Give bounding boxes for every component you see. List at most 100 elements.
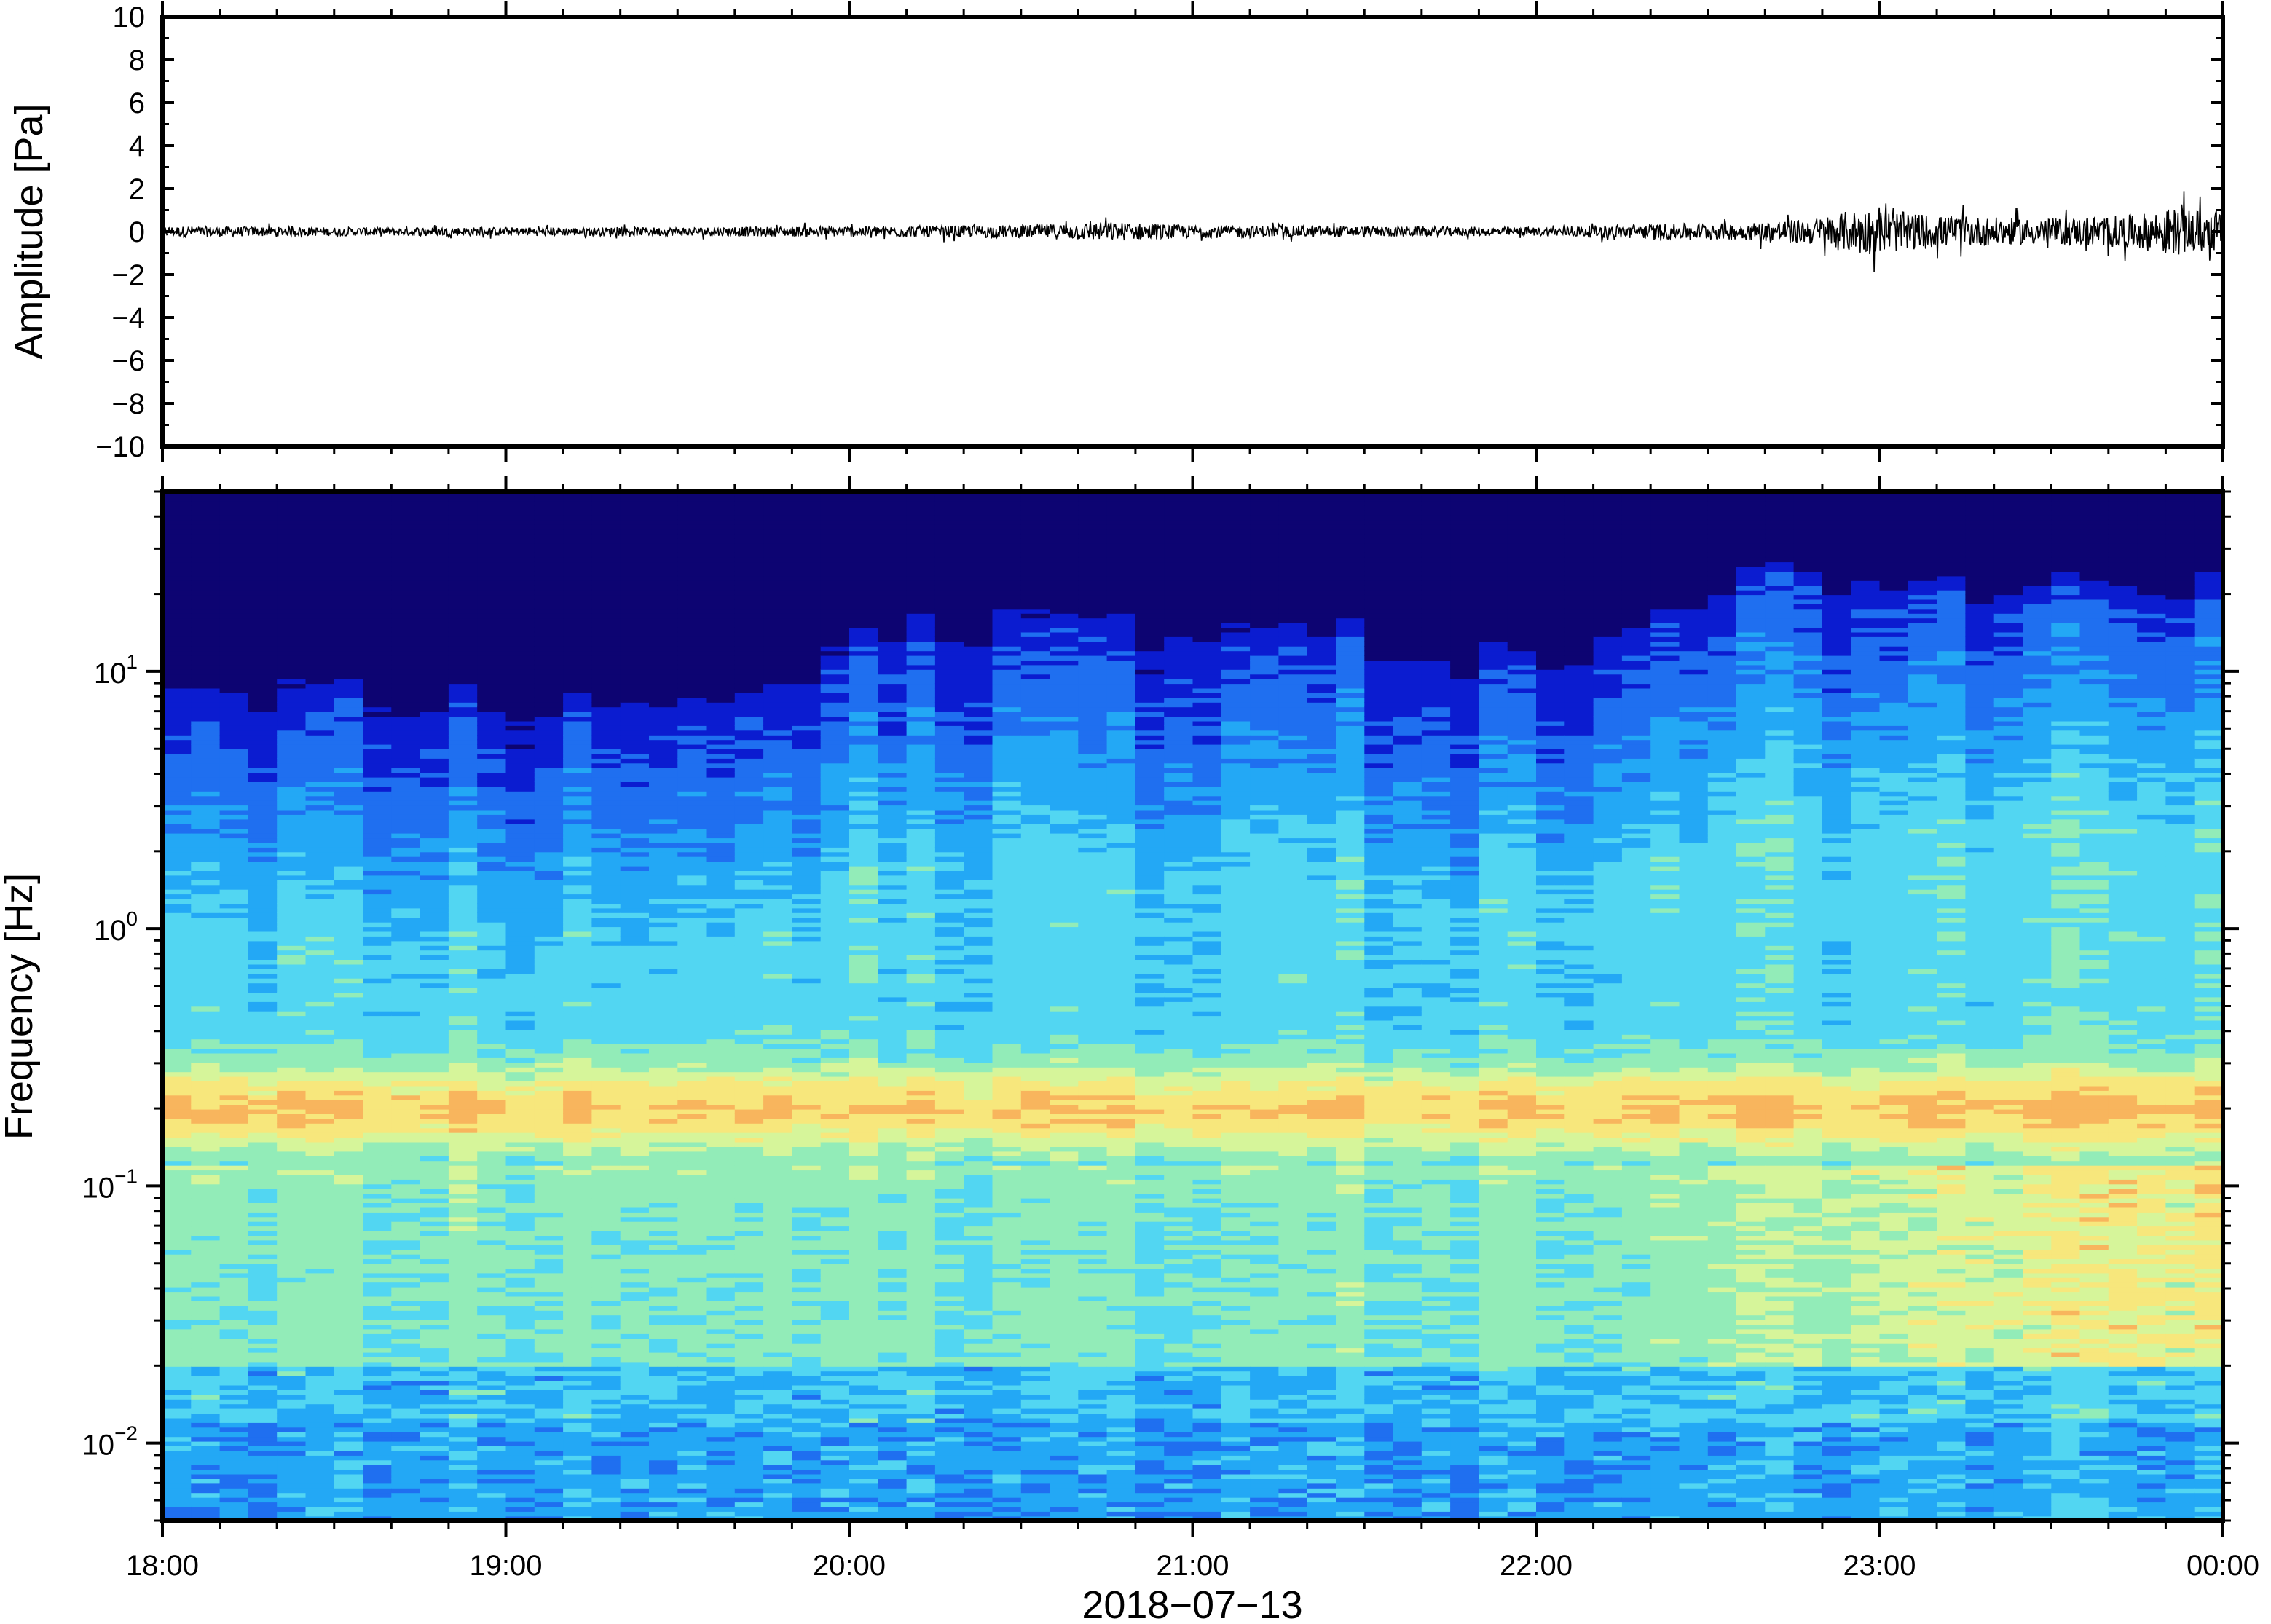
spectrogram-cell xyxy=(505,767,535,773)
spectrogram-cell xyxy=(620,706,650,712)
spectrogram-cell xyxy=(219,996,249,1002)
spectrogram-cell xyxy=(563,1221,593,1227)
spectrogram-cell xyxy=(420,1384,449,1390)
spectrogram-cell xyxy=(563,538,593,544)
spectrogram-cell xyxy=(620,1483,650,1489)
spectrogram-cell xyxy=(191,1043,221,1049)
spectrogram-cell xyxy=(277,758,307,764)
spectrogram-cell xyxy=(563,954,593,960)
spectrogram-cell xyxy=(277,1226,307,1231)
spectrogram-cell xyxy=(620,982,650,988)
spectrogram-cell xyxy=(305,1390,335,1395)
spectrogram-cell xyxy=(363,496,393,502)
spectrogram-cell xyxy=(448,940,478,946)
spectrogram-cell xyxy=(591,500,621,506)
spectrogram-cell xyxy=(591,1440,621,1446)
spectrogram-cell xyxy=(706,1193,736,1199)
spectrogram-cell xyxy=(391,1319,421,1325)
spectrogram-cell xyxy=(248,1193,278,1199)
spectrogram-cell xyxy=(248,613,278,619)
spectrogram-cell xyxy=(563,1450,593,1456)
spectrogram-cell xyxy=(219,1197,249,1203)
spectrogram-cell xyxy=(534,678,564,685)
spectrogram-cell xyxy=(763,875,793,880)
spectrogram-cell xyxy=(248,1151,278,1156)
spectrogram-cell xyxy=(219,851,249,857)
spectrogram-cell xyxy=(620,599,650,604)
spectrogram-cell xyxy=(363,954,393,960)
spectrogram-cell xyxy=(620,566,650,572)
spectrogram-cell xyxy=(191,1141,221,1147)
spectrogram-cell xyxy=(162,880,192,886)
spectrogram-cell xyxy=(734,510,764,516)
spectrogram-cell xyxy=(563,1446,593,1451)
spectrogram-cell xyxy=(219,875,249,880)
spectrogram-cell xyxy=(191,613,221,619)
spectrogram-cell xyxy=(591,646,621,652)
spectrogram-cell xyxy=(734,950,764,955)
spectrogram-cell xyxy=(420,992,449,998)
spectrogram-cell xyxy=(305,631,335,637)
spectrogram-cell xyxy=(591,762,621,768)
spectrogram-cell xyxy=(620,1025,650,1030)
spectrogram-cell xyxy=(219,1380,249,1386)
spectrogram-cell xyxy=(763,739,793,745)
spectrogram-cell xyxy=(649,1216,679,1222)
spectrogram-cell xyxy=(420,1100,449,1105)
spectrogram-cell xyxy=(363,1085,393,1091)
spectrogram-cell xyxy=(505,1029,535,1035)
spectrogram-cell xyxy=(391,1286,421,1293)
spectrogram-cell xyxy=(334,1263,363,1269)
spectrogram-cell xyxy=(420,720,449,726)
spectrogram-cell xyxy=(191,618,221,623)
spectrogram-cell xyxy=(162,561,192,567)
spectrogram-cell xyxy=(363,1104,393,1110)
spectrogram-cell xyxy=(162,735,192,741)
spectrogram-cell xyxy=(305,496,335,502)
spectrogram-cell xyxy=(734,627,764,633)
spectrogram-cell xyxy=(649,631,679,637)
spectrogram-cell xyxy=(305,1197,335,1203)
spectrogram-cell xyxy=(277,556,307,563)
spectrogram-cell xyxy=(763,1057,793,1063)
spectrogram-cell xyxy=(191,1440,221,1446)
spectrogram-cell xyxy=(448,1352,478,1357)
spectrogram-cell xyxy=(620,880,650,886)
spectrogram-cell xyxy=(649,880,679,886)
spectrogram-cell xyxy=(649,917,679,923)
spectrogram-cell xyxy=(706,1235,736,1241)
spectrogram-cell xyxy=(505,618,535,623)
spectrogram-cell xyxy=(363,1450,393,1456)
spectrogram-cell xyxy=(248,1263,278,1269)
spectrogram-cell xyxy=(448,636,478,642)
spectrogram-cell xyxy=(248,762,278,768)
spectrogram-cell xyxy=(363,791,393,797)
spectrogram-cell xyxy=(534,627,564,633)
spectrogram-cell xyxy=(763,1081,793,1087)
spectrogram-cell xyxy=(763,1427,793,1432)
spectrogram-cell xyxy=(677,851,707,857)
spectrogram-cell xyxy=(305,1052,335,1058)
spectrogram-cell xyxy=(620,847,650,853)
spectrogram-cell xyxy=(505,660,535,666)
spectrogram-cell xyxy=(248,496,278,502)
spectrogram-cell xyxy=(448,1492,478,1498)
spectrogram-cell xyxy=(191,1235,221,1241)
spectrogram-cell xyxy=(191,758,221,764)
spectrogram-cell xyxy=(620,1301,650,1306)
spectrogram-cell xyxy=(219,730,249,736)
spectrogram-cell xyxy=(677,1515,707,1521)
spectrogram-cell xyxy=(620,842,650,848)
spectrogram-cell xyxy=(305,1137,335,1143)
spectrogram-cell xyxy=(534,1202,564,1208)
spectrogram-cell xyxy=(420,1469,449,1475)
spectrogram-cell xyxy=(277,687,307,693)
spectrogram-cell xyxy=(677,1249,707,1255)
spectrogram-cell xyxy=(477,1459,507,1465)
spectrogram-cell xyxy=(391,749,421,754)
spectrogram-cell xyxy=(505,776,535,782)
spectrogram-cell xyxy=(734,1427,764,1432)
spectrogram-cell xyxy=(706,1432,736,1438)
spectrogram-cell xyxy=(534,599,564,604)
spectrogram-cell xyxy=(649,1164,679,1171)
